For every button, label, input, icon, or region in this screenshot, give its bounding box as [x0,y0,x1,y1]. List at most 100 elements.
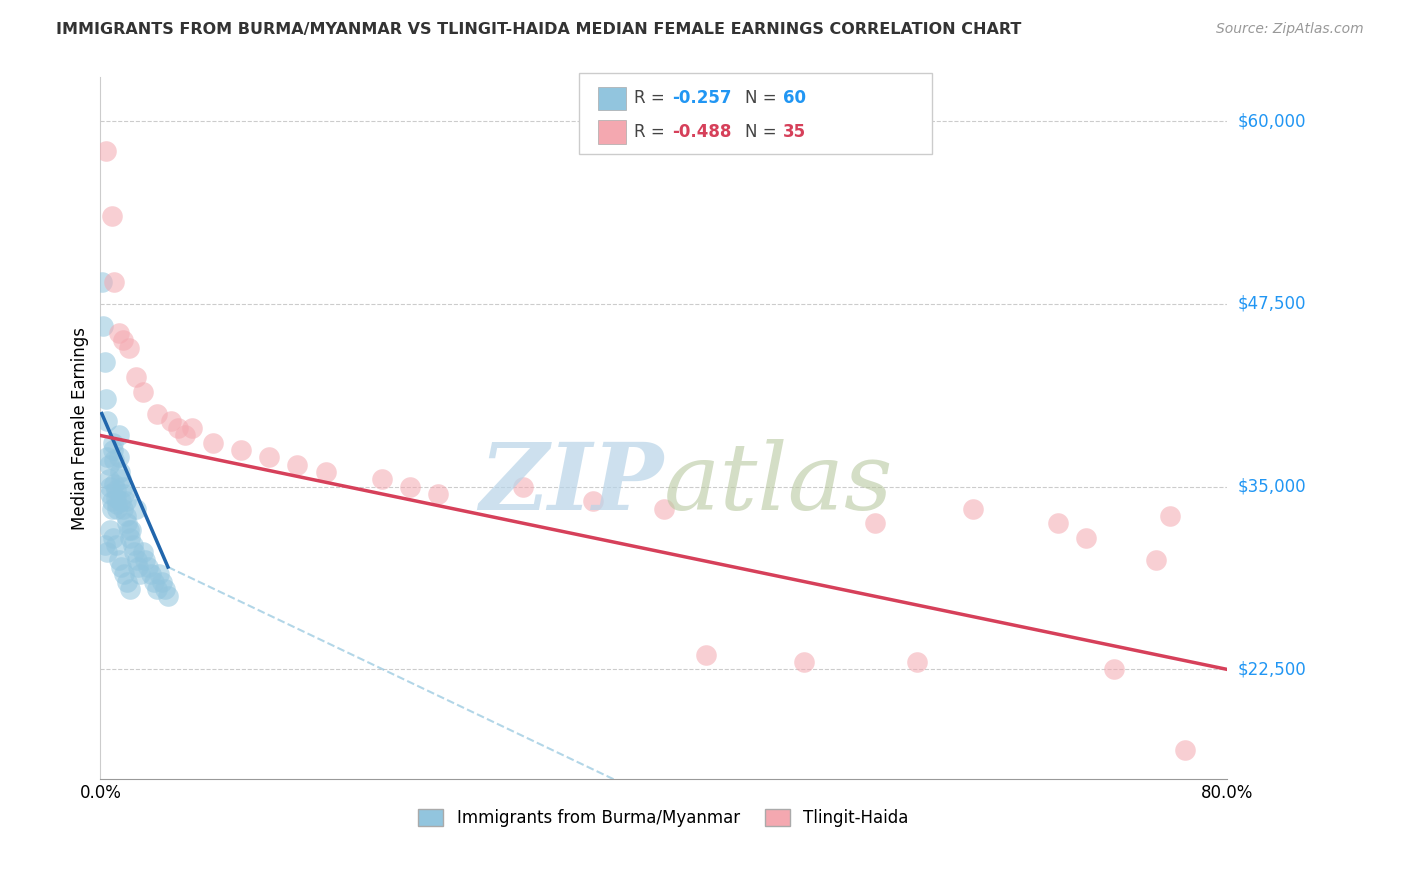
Point [101,443,124,458]
Text: N =: N = [745,89,782,107]
Point [121,538,143,552]
Text: $60,000: $60,000 [1237,112,1306,130]
Point [112,487,135,501]
Point [107,326,129,341]
Point [104,483,127,497]
Point [97,458,120,472]
Point [1046,516,1069,531]
Point [101,435,124,450]
Text: N =: N = [745,123,782,141]
Point [159,414,181,428]
Point [259,450,281,465]
Point [103,453,125,467]
Point [101,531,124,545]
Point [91,318,114,333]
Point [105,497,128,511]
Point [122,545,145,559]
Point [166,421,188,435]
Point [118,582,141,596]
Point [150,574,173,589]
Point [98,487,121,501]
Point [1173,742,1195,756]
Point [110,472,132,486]
Point [93,538,115,552]
Point [90,275,112,289]
Point [1144,552,1167,566]
Text: -0.257: -0.257 [672,89,731,107]
Point [104,491,127,506]
Y-axis label: Median Female Earnings: Median Female Earnings [72,326,89,530]
Text: 60: 60 [783,89,806,107]
Point [1159,508,1181,523]
Legend: Immigrants from Burma/Myanmar, Tlingit-Haida: Immigrants from Burma/Myanmar, Tlingit-H… [412,802,915,834]
Point [125,552,148,566]
Point [105,501,128,516]
Point [399,480,422,494]
Point [114,508,136,523]
Point [156,589,179,603]
Text: -0.488: -0.488 [672,123,731,141]
Point [231,443,253,458]
Point [108,465,131,479]
Point [139,567,162,582]
Point [145,582,167,596]
Point [142,574,165,589]
Point [427,487,450,501]
Point [117,524,139,538]
Text: 35: 35 [783,123,806,141]
Point [94,392,117,406]
Point [96,450,118,465]
Point [512,480,534,494]
Point [107,428,129,442]
Point [100,501,122,516]
Point [695,648,717,662]
Point [100,209,122,223]
Point [287,458,309,472]
Point [94,144,117,158]
Text: Source: ZipAtlas.com: Source: ZipAtlas.com [1216,22,1364,37]
Point [107,552,129,566]
Point [110,560,132,574]
Point [111,480,134,494]
Point [153,582,176,596]
Text: ZIP: ZIP [479,439,664,529]
Point [128,567,150,582]
Text: R =: R = [634,89,671,107]
Point [111,501,134,516]
Point [124,370,146,384]
Point [793,655,815,669]
Point [114,494,136,508]
Point [110,494,132,508]
Point [905,655,928,669]
Point [118,531,141,545]
Point [136,560,159,574]
Point [582,494,605,508]
Point [117,341,139,355]
Text: $35,000: $35,000 [1237,477,1306,496]
Point [93,355,115,369]
Point [148,567,170,582]
Point [173,428,195,442]
Point [104,538,127,552]
Point [315,465,337,479]
Point [962,501,984,516]
Text: $22,500: $22,500 [1237,660,1306,678]
Point [180,421,202,435]
Text: IMMIGRANTS FROM BURMA/MYANMAR VS TLINGIT-HAIDA MEDIAN FEMALE EARNINGS CORRELATIO: IMMIGRANTS FROM BURMA/MYANMAR VS TLINGIT… [56,22,1022,37]
Point [103,275,125,289]
Point [103,476,125,491]
Point [863,516,886,531]
Point [145,407,167,421]
Point [115,516,138,531]
Text: atlas: atlas [664,439,893,529]
Point [96,545,118,559]
Point [111,334,134,348]
Point [131,545,153,559]
Point [97,472,120,486]
Point [120,524,142,538]
Point [201,435,224,450]
Point [98,524,121,538]
Point [107,450,129,465]
Point [134,552,156,566]
Point [127,560,149,574]
